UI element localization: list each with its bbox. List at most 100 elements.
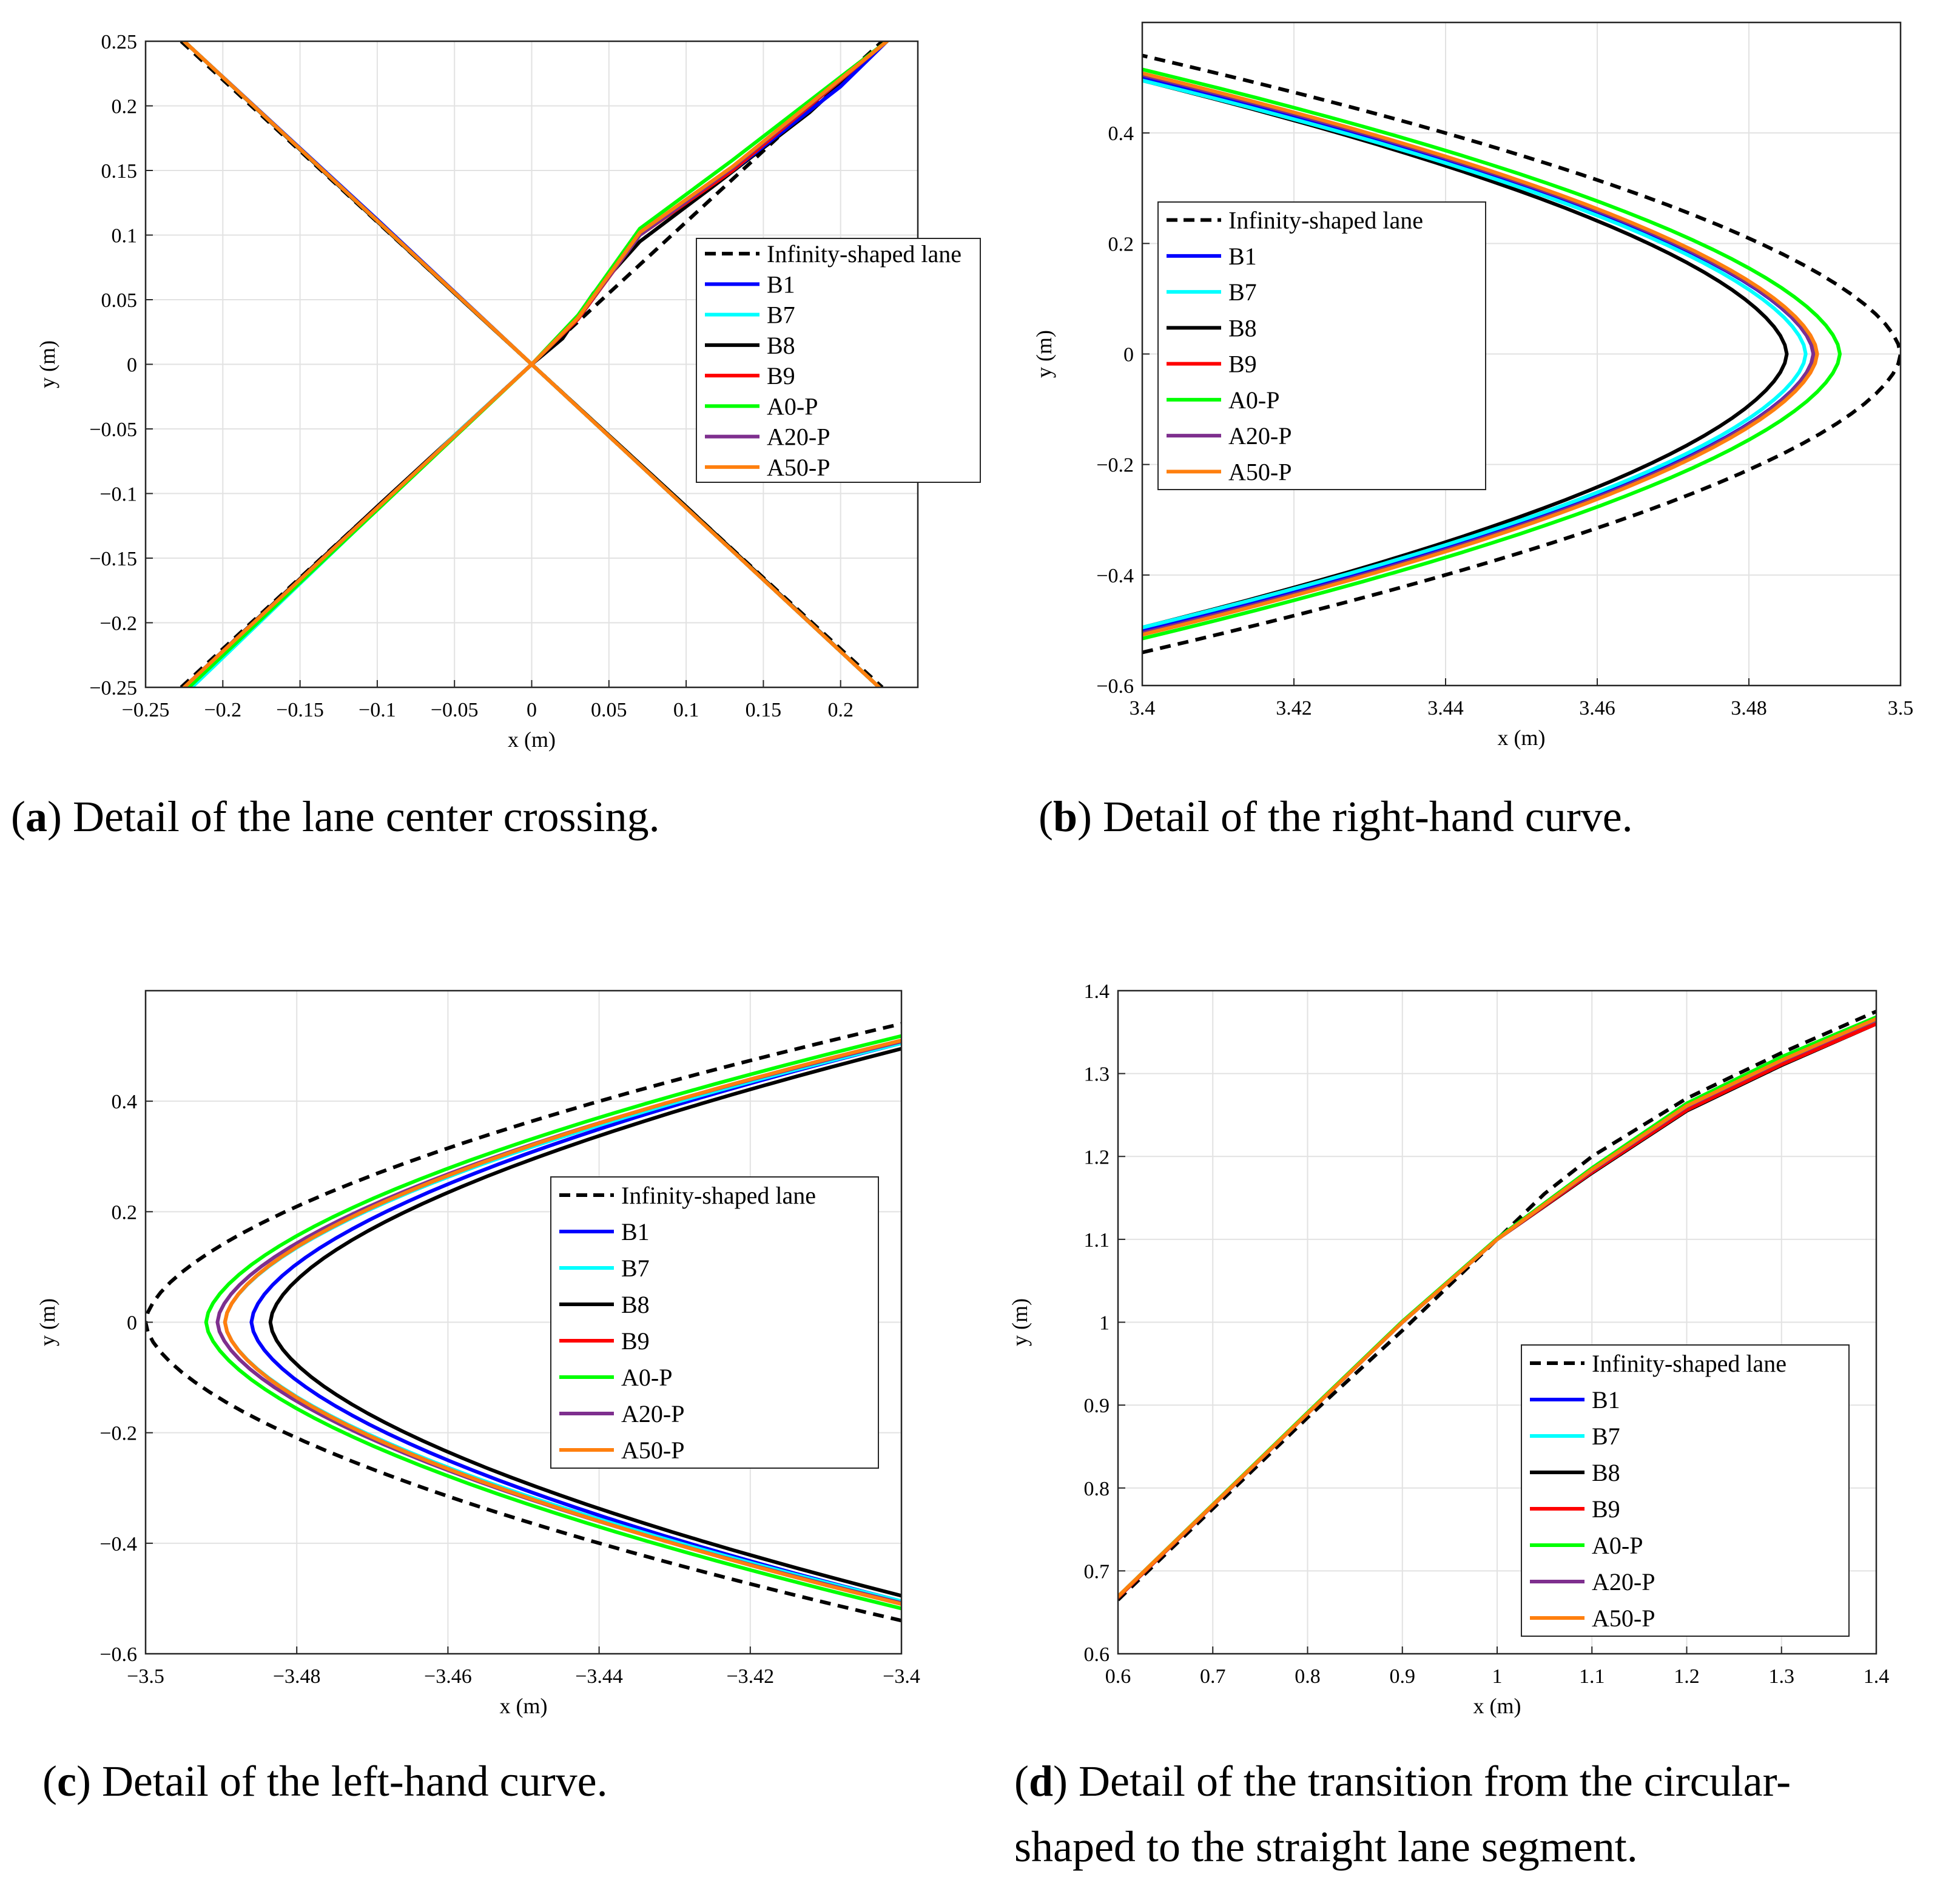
series-line-c-A50P-0 (223, 1039, 901, 1606)
legend-label-a-B1: B1 (767, 271, 795, 298)
legend-label-c-B8: B8 (621, 1291, 650, 1318)
y-tick-label-a-2: −0.15 (89, 548, 137, 570)
y-tick-label-d-2: 0.8 (1084, 1478, 1110, 1500)
legend-label-d-A20P: A20-P (1592, 1568, 1655, 1596)
caption-b-text: Detail of the right-hand curve. (1103, 792, 1633, 841)
x-tick-label-c-4: −3.42 (726, 1665, 774, 1688)
x-axis-label-c: x (m) (500, 1694, 548, 1718)
y-axis-label-a: y (m) (35, 340, 59, 388)
caption-a-letter: a (25, 792, 47, 841)
legend-label-d-B9: B9 (1592, 1495, 1620, 1523)
y-tick-label-a-7: 0.1 (112, 225, 138, 248)
legend-label-d-B7: B7 (1592, 1423, 1620, 1450)
legend-label-b-A20P: A20-P (1228, 422, 1292, 450)
x-tick-label-d-0: 0.6 (1105, 1665, 1131, 1688)
y-axis-label-c: y (m) (35, 1298, 59, 1346)
x-tick-label-a-8: 0.15 (746, 699, 782, 721)
panel-c-left-hand-curve: −3.5 −3.48 −3.46 −3.44 −3.42 −3.4 −0.6 −0.4 −0.2… (35, 989, 920, 1718)
x-tick-label-a-4: −0.05 (431, 699, 479, 721)
legend-label-c-lane: Infinity-shaped lane (621, 1182, 816, 1209)
legend-label-b-A0P: A0-P (1228, 386, 1279, 414)
series-line-d-lane-0 (1118, 1009, 1876, 1602)
x-tick-label-b-0: 3.4 (1130, 697, 1156, 720)
legend-label-d-A0P: A0-P (1592, 1532, 1643, 1559)
y-tick-label-d-4: 1 (1099, 1312, 1110, 1335)
legend-label-d-lane: Infinity-shaped lane (1592, 1350, 1787, 1377)
y-tick-label-a-9: 0.2 (112, 96, 138, 118)
y-axis-label-b: y (m) (1032, 330, 1056, 378)
y-tick-label-b-2: −0.2 (1096, 454, 1134, 477)
x-tick-label-c-2: −3.46 (424, 1665, 472, 1688)
legend-box-d (1521, 1344, 1850, 1637)
caption-c: (c) Detail of the left-hand curve. (42, 1757, 608, 1805)
legend-d: Infinity-shaped lane B1 B7 B8 B9 A0-P A20-P A50… (1521, 1344, 1850, 1637)
legend-label-d-A50P: A50-P (1592, 1605, 1655, 1632)
y-tick-label-c-4: 0.2 (112, 1201, 138, 1224)
legend-label-c-A20P: A20-P (621, 1400, 684, 1427)
x-axis-label-d: x (m) (1473, 1694, 1521, 1718)
x-tick-label-a-3: −0.1 (359, 699, 396, 721)
series-line-d-A50P-0 (1118, 1017, 1876, 1599)
series-line-b-A0P-0 (1142, 67, 1842, 641)
legend-box-b (1157, 201, 1486, 490)
caption-c-text: Detail of the left-hand curve. (102, 1757, 608, 1805)
y-tick-label-c-2: −0.2 (99, 1423, 137, 1445)
series-line-b-lane-0 (1142, 53, 1901, 655)
x-tick-label-b-2: 3.44 (1427, 697, 1464, 720)
y-tick-label-a-5: 0 (127, 354, 137, 377)
y-tick-label-b-0: −0.6 (1096, 675, 1134, 698)
legend-label-a-B8: B8 (767, 332, 795, 359)
y-tick-label-a-1: −0.2 (99, 613, 137, 635)
legend-box-a (696, 238, 981, 483)
x-tick-label-d-7: 1.3 (1769, 1665, 1795, 1688)
legend-label-d-B1: B1 (1592, 1386, 1620, 1414)
legend-label-b-B8: B8 (1228, 314, 1257, 342)
y-tick-label-b-1: −0.4 (1096, 565, 1134, 587)
y-tick-label-b-4: 0.2 (1108, 233, 1134, 255)
x-tick-label-a-9: 0.2 (827, 699, 854, 721)
series-line-b-A50P-0 (1142, 71, 1819, 637)
series-line-a-A50P-1 (182, 41, 889, 687)
x-tick-label-d-5: 1.1 (1579, 1665, 1605, 1688)
legend-c: Infinity-shaped lane B1 B7 B8 B9 A0-P A20-P A50… (550, 1176, 879, 1469)
x-tick-label-a-6: 0.05 (591, 699, 627, 721)
x-tick-label-d-4: 1 (1492, 1665, 1503, 1688)
legend-label-a-B9: B9 (767, 362, 795, 389)
legend-label-a-A0P: A0-P (767, 393, 818, 420)
x-tick-label-a-2: −0.15 (276, 699, 324, 721)
panel-a-lane-center-crossing: −0.25 −0.2 −0.15 −0.1 −0.05 0 0.05 0.1 0.15 0.2 −0… (35, 31, 981, 752)
caption-a: (a) Detail of the lane center crossing. (11, 792, 660, 841)
legend-label-c-B7: B7 (621, 1255, 650, 1282)
x-tick-label-a-1: −0.2 (204, 699, 241, 721)
x-tick-label-a-5: 0 (527, 699, 537, 721)
caption-c-letter: c (57, 1757, 76, 1805)
series-line-c-lane-0 (146, 1022, 901, 1623)
legend-label-a-A20P: A20-P (767, 423, 830, 451)
legend-label-c-B1: B1 (621, 1218, 650, 1245)
x-tick-label-a-0: −0.25 (122, 699, 170, 721)
y-tick-label-c-0: −0.6 (99, 1643, 137, 1666)
legend-label-c-A50P: A50-P (621, 1437, 684, 1464)
x-tick-label-b-5: 3.5 (1888, 697, 1914, 720)
y-tick-label-c-1: −0.4 (99, 1533, 137, 1555)
y-tick-label-d-3: 0.9 (1084, 1395, 1110, 1417)
legend-label-b-B7: B7 (1228, 278, 1257, 306)
y-tick-label-c-5: 0.4 (112, 1091, 138, 1113)
legend-label-a-lane: Infinity-shaped lane (767, 240, 961, 268)
x-tick-label-a-7: 0.1 (673, 699, 699, 721)
y-tick-label-d-5: 1.1 (1084, 1229, 1110, 1252)
legend-box-c (550, 1176, 879, 1469)
y-tick-label-d-8: 1.4 (1084, 980, 1110, 1003)
series-line-c-A0P-0 (204, 1034, 901, 1611)
x-tick-label-c-3: −3.44 (575, 1665, 623, 1688)
y-tick-label-a-8: 0.15 (101, 160, 138, 183)
x-tick-label-b-3: 3.46 (1579, 697, 1615, 720)
panel-b-right-hand-curve: 3.4 3.42 3.44 3.46 3.48 3.5 −0.6 −0.4 −0.2 0 0.2 0.… (1032, 21, 1914, 750)
x-tick-label-c-1: −3.48 (273, 1665, 321, 1688)
legend-label-b-lane: Infinity-shaped lane (1228, 207, 1423, 234)
y-tick-label-d-0: 0.6 (1084, 1643, 1110, 1666)
caption-a-text: Detail of the lane center crossing. (73, 792, 660, 841)
y-tick-label-b-5: 0.4 (1108, 123, 1134, 145)
legend-label-c-A0P: A0-P (621, 1364, 672, 1391)
